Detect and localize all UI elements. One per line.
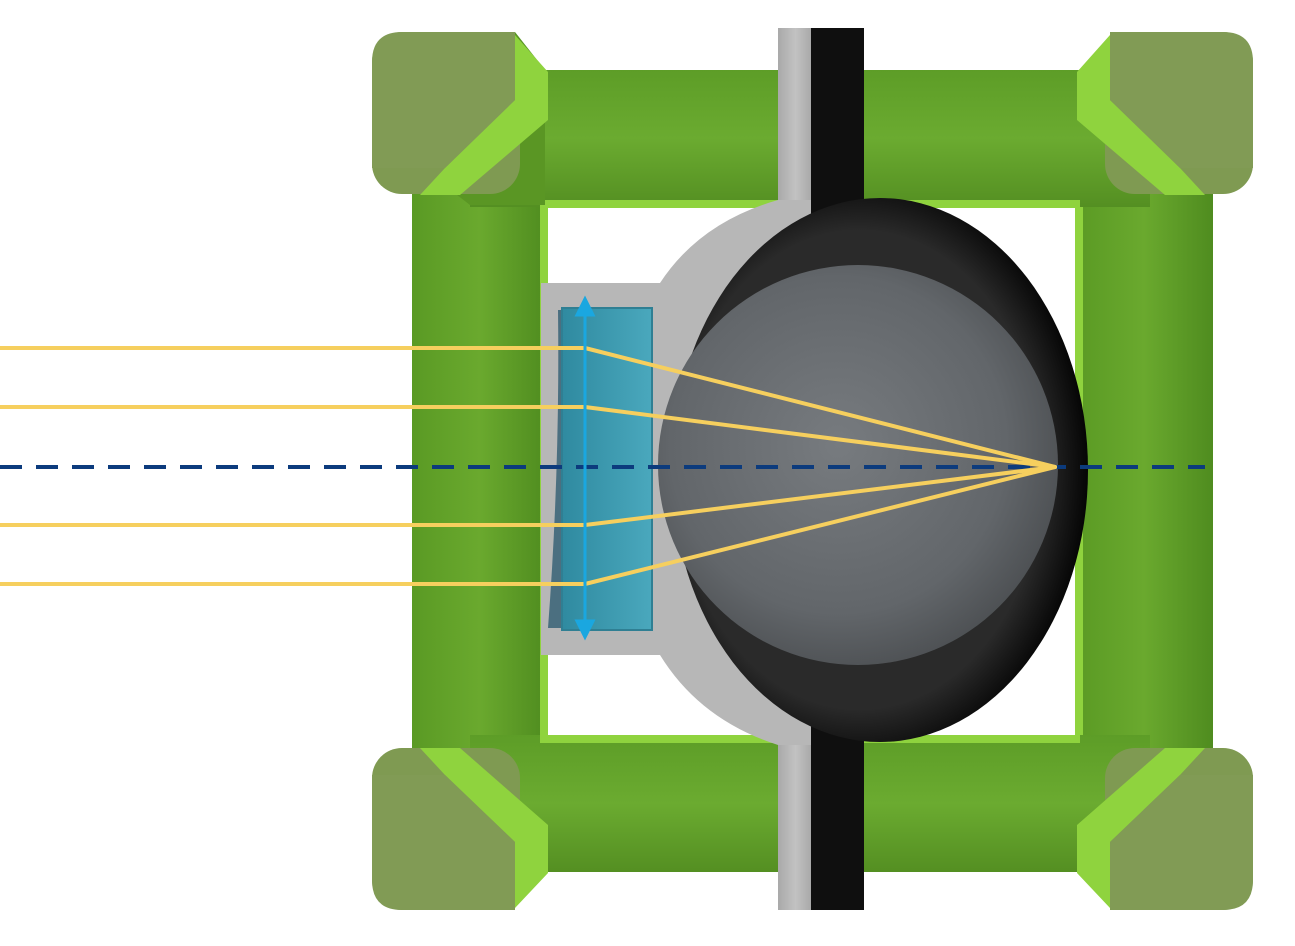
frame-bar-right xyxy=(1075,160,1213,785)
lens-body xyxy=(561,307,653,631)
ray-3-converging xyxy=(583,465,1057,527)
corner-post-bottom-left xyxy=(372,748,548,910)
incoming-light-rays xyxy=(0,346,1057,586)
frame-bar-left xyxy=(412,160,547,785)
ray-4-converging xyxy=(583,465,1057,586)
corner-posts xyxy=(372,32,1253,910)
corner-post-bottom-right xyxy=(1077,748,1253,910)
ray-1-converging xyxy=(583,346,1057,469)
sphere-body xyxy=(658,265,1058,665)
corner-post-top-right xyxy=(1077,32,1253,195)
corner-post-top-left xyxy=(372,32,548,205)
gray-sphere xyxy=(658,198,1088,742)
ray-2-converging xyxy=(583,405,1057,469)
